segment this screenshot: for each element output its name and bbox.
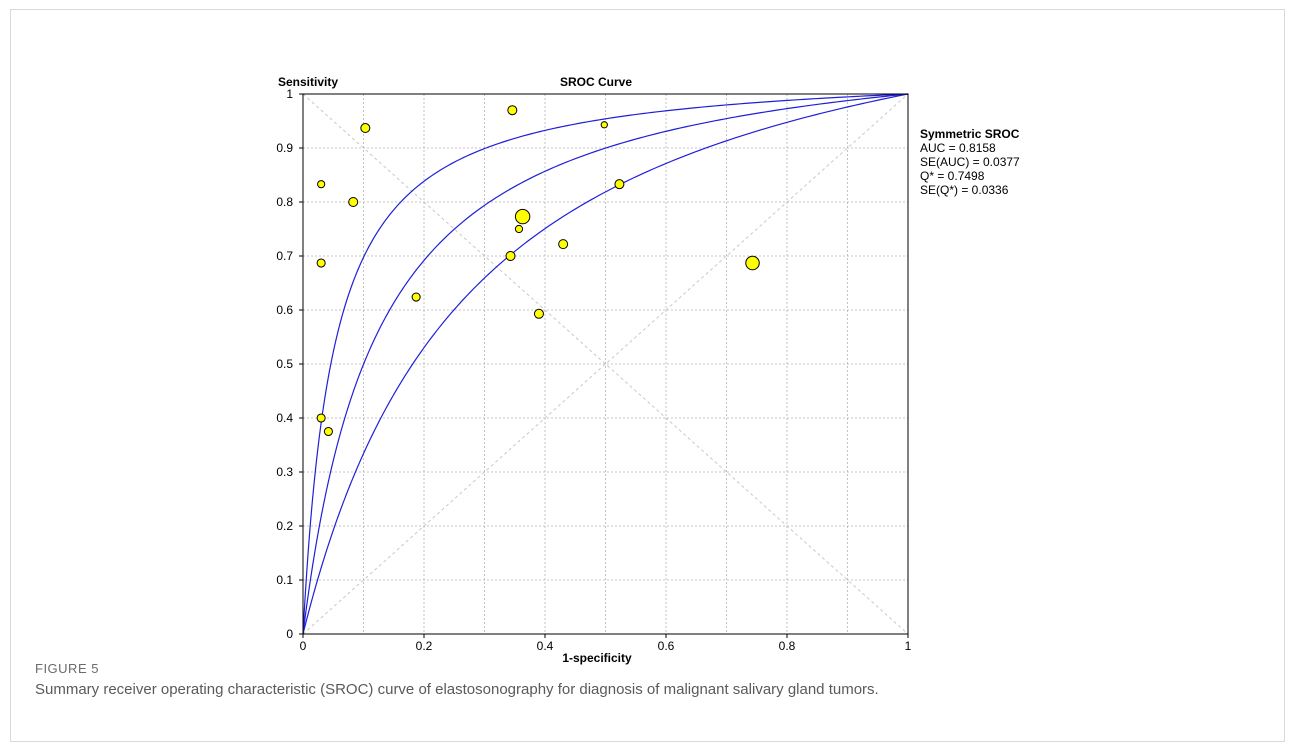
x-tick-label: 0.2: [416, 639, 433, 653]
x-tick-label: 0.4: [537, 639, 554, 653]
figure-label: FIGURE 5: [35, 661, 99, 676]
study-point: [360, 123, 371, 134]
study-point: [514, 224, 524, 234]
study-point: [317, 180, 326, 189]
study-point: [614, 179, 625, 190]
y-axis-title: Sensitivity: [278, 75, 338, 89]
y-tick-label: 0.4: [276, 411, 293, 425]
study-point: [600, 121, 608, 129]
y-tick-label: 0.8: [276, 195, 293, 209]
y-tick-label: 0.1: [276, 573, 293, 587]
y-tick-label: 0.2: [276, 519, 293, 533]
study-point: [507, 105, 518, 116]
sroc-curve-lower: [302, 93, 909, 635]
study-point: [745, 255, 760, 271]
stats-auc: AUC = 0.8158: [920, 141, 996, 155]
study-point: [558, 239, 569, 250]
sroc-curve-summary: [302, 93, 909, 635]
study-point: [514, 208, 531, 225]
study-point: [323, 426, 333, 437]
stats-q-star: Q* = 0.7498: [920, 169, 985, 183]
figure-frame: [10, 9, 1285, 742]
y-tick-label: 0: [286, 627, 293, 641]
sroc-curves: [302, 93, 909, 635]
x-tick-label: 0.8: [779, 639, 796, 653]
stats-se-auc: SE(AUC) = 0.0377: [920, 155, 1020, 169]
x-tick-label: 1: [905, 639, 912, 653]
study-point: [316, 258, 326, 268]
grid-lines: [302, 93, 909, 635]
study-point: [533, 308, 544, 319]
y-tick-label: 0.5: [276, 357, 293, 371]
x-axis-title: 1-specificity: [562, 651, 632, 665]
stats-se-q-star: SE(Q*) = 0.0336: [920, 183, 1009, 197]
stats-heading: Symmetric SROC: [920, 127, 1020, 141]
study-point: [411, 292, 421, 302]
axis-ticks: 0 0.2 0.4 0.6 0.8 1 0 0.1 0.2 0.3 0.4 0.5 0.6 0.7 0.8 0…: [276, 87, 911, 653]
chart-title: SROC Curve: [560, 75, 632, 89]
y-tick-label: 0.3: [276, 465, 293, 479]
y-tick-label: 1: [286, 87, 293, 101]
y-tick-label: 0.9: [276, 141, 293, 155]
stats-box: Symmetric SROC AUC = 0.8158 SE(AUC) = 0.…: [920, 127, 1020, 197]
study-point: [348, 197, 359, 207]
study-point: [316, 413, 326, 423]
y-tick-label: 0.7: [276, 249, 293, 263]
study-points: [316, 105, 760, 437]
x-tick-label: 0.6: [658, 639, 675, 653]
y-tick-label: 0.6: [276, 303, 293, 317]
x-tick-label: 0: [300, 639, 307, 653]
figure-caption: Summary receiver operating characteristi…: [35, 681, 879, 698]
sroc-curve-upper: [302, 93, 909, 635]
study-point: [505, 251, 516, 261]
